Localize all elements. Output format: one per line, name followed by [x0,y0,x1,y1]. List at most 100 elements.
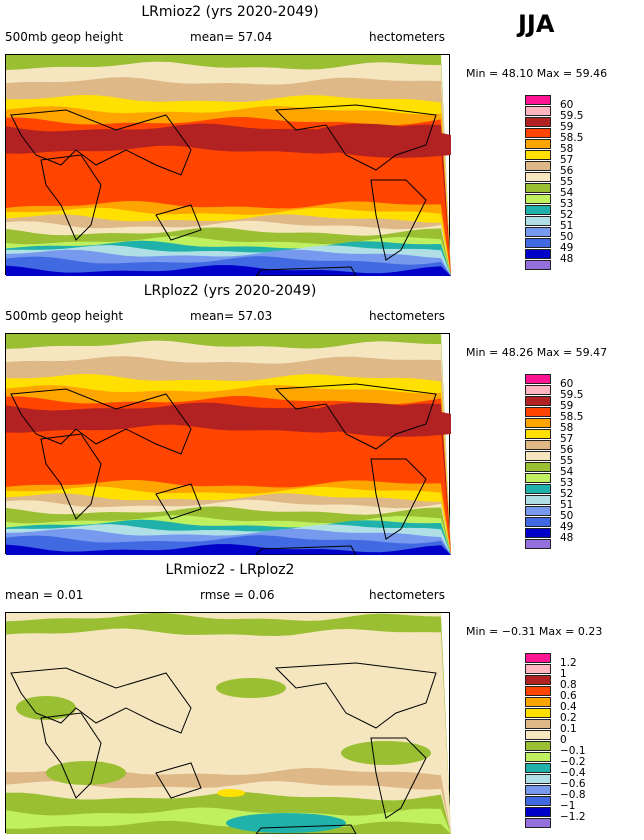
coastline [155,483,202,520]
colorbar-label: 53 [560,477,574,489]
colorbar-swatch [525,150,551,160]
min-max-label: Min = −0.31 Max = 0.23 [466,625,603,638]
panel-left-label: 500mb geop height [5,30,124,44]
colorbar-label: 48 [560,253,574,265]
contour-band [46,761,126,785]
colorbar-label: 49 [560,242,574,254]
colorbar-swatch [525,484,551,494]
colorbar-swatch [525,183,551,193]
contour-band [217,789,245,797]
colorbar-label: 0.1 [560,723,577,735]
colorbar-swatch [525,796,551,806]
colorbar-swatch [525,708,551,718]
colorbar-label: 54 [560,466,574,478]
panel-left-label: 500mb geop height [5,309,124,323]
colorbar [525,653,551,829]
colorbar-swatch [525,172,551,182]
colorbar-label: −0.2 [560,756,586,768]
panel-left-label: mean = 0.01 [5,588,84,602]
colorbar-label: 0.4 [560,701,577,713]
colorbar-swatch [525,117,551,127]
colorbar-swatch [525,539,551,549]
colorbar-label: 51 [560,499,574,511]
colorbar-swatch [525,418,551,428]
colorbar-swatch [525,506,551,516]
colorbar-label: 56 [560,165,574,177]
colorbar-label: −0.8 [560,789,586,801]
colorbar-swatch [525,161,551,171]
colorbar-label: −0.4 [560,767,586,779]
colorbar-swatch [525,429,551,439]
colorbar-label: 55 [560,455,574,467]
colorbar-label: 51 [560,220,574,232]
colorbar-label: −0.6 [560,778,586,790]
coastline [274,662,437,729]
colorbar-label: 0.6 [560,690,577,702]
colorbar-label: 53 [560,198,574,210]
colorbar-swatch [525,385,551,395]
coastline [370,179,427,261]
colorbar-label: 58.5 [560,132,584,144]
colorbar-swatch [525,139,551,149]
colorbar-swatch [525,440,551,450]
colorbar-swatch [525,473,551,483]
colorbar-label: 57 [560,154,574,166]
panel-title: LRmioz2 - LRploz2 [165,562,295,578]
colorbar-swatch [525,719,551,729]
colorbar-label: 52 [560,488,574,500]
colorbar-label: 0.2 [560,712,577,724]
colorbar-label: 58 [560,422,574,434]
colorbar-swatch [525,528,551,538]
panel-mean-label: mean= 57.04 [190,30,273,44]
colorbar-swatch [525,396,551,406]
colorbar-label: 59 [560,400,574,412]
colorbar-swatch [525,752,551,762]
colorbar-swatch [525,95,551,105]
colorbar-label: 59 [560,121,574,133]
coastline [370,458,427,540]
colorbar-label: 57 [560,433,574,445]
colorbar-label: 0.8 [560,679,577,691]
colorbar-swatch [525,697,551,707]
colorbar-label: 48 [560,532,574,544]
contour-band [16,696,76,720]
colorbar-label: 54 [560,187,574,199]
colorbar-swatch [525,763,551,773]
colorbar-swatch [525,227,551,237]
colorbar-swatch [525,260,551,270]
panel-mean-label: rmse = 0.06 [200,588,275,602]
colorbar-swatch [525,451,551,461]
contour-band [6,544,451,555]
coastline [10,109,192,176]
colorbar-swatch [525,730,551,740]
panel-mean-label: mean= 57.03 [190,309,273,323]
coastline [40,712,102,799]
colorbar-swatch [525,818,551,828]
colorbar-swatch [525,238,551,248]
panel-title: LRploz2 (yrs 2020-2049) [143,283,317,299]
colorbar-swatch [525,194,551,204]
colorbar-label: 50 [560,510,574,522]
colorbar-label: 59.5 [560,110,584,122]
colorbar-label: 55 [560,176,574,188]
colorbar-swatch [525,517,551,527]
colorbar [525,374,551,550]
coastline [274,104,437,171]
coastline [40,433,102,520]
colorbar-label: 1.2 [560,657,577,669]
colorbar-label: 0 [560,734,567,746]
colorbar-label: −1.2 [560,811,586,823]
colorbar-swatch [525,785,551,795]
colorbar-label: 50 [560,231,574,243]
contour-band [216,678,286,698]
colorbar-label: 52 [560,209,574,221]
map-plot [5,612,451,835]
colorbar [525,95,551,271]
colorbar-label: −0.1 [560,745,586,757]
colorbar-swatch [525,106,551,116]
contour-band [6,265,451,276]
panel-title: LRmioz2 (yrs 2020-2049) [141,4,319,20]
coastline [10,388,192,455]
min-max-label: Min = 48.26 Max = 59.47 [466,346,608,359]
colorbar-label: 60 [560,378,574,390]
